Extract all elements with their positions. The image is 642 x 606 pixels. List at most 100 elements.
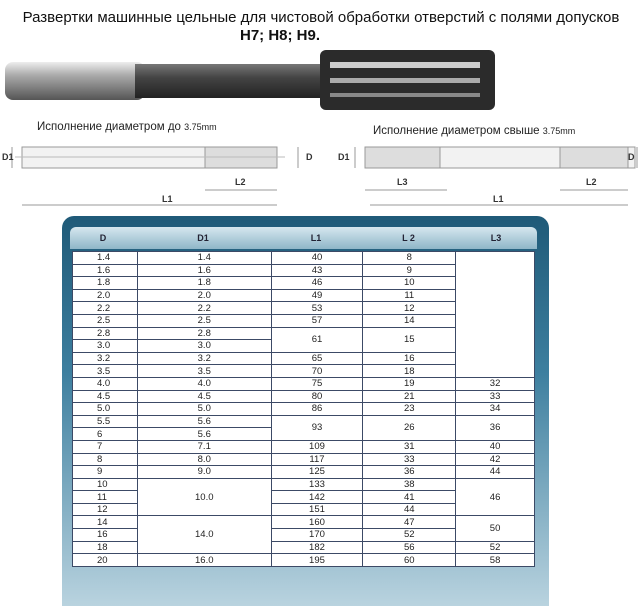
- table-row: 3.2 3.2 65 16: [72, 351, 535, 366]
- label-d-right: D: [628, 152, 635, 162]
- table-cell: 26: [362, 414, 457, 441]
- table-row: 10 10.0 133 38 46: [72, 477, 535, 517]
- label-l3-right: L3: [397, 177, 408, 187]
- table-cell: 133: [270, 477, 364, 492]
- table-row: 9 9.0 125 36 44: [72, 465, 535, 479]
- table-cell: 6: [72, 427, 138, 441]
- table-cell: 2.8: [136, 326, 272, 341]
- header-d1: D1: [197, 233, 209, 243]
- table-cell: 7.1: [136, 439, 272, 454]
- table-cell: 151: [270, 502, 364, 517]
- table-cell: 1.4: [72, 251, 138, 265]
- table-row: 2.0 2.0 49 11: [72, 288, 535, 303]
- table-cell: 3.2: [72, 351, 138, 366]
- table-cell: 5.0: [72, 402, 138, 416]
- table-header: D D1 L1 L 2 L3: [70, 227, 537, 249]
- table-row: 5.0 5.0 86 23 34: [72, 402, 535, 416]
- table-row: 8 8.0 117 33 42: [72, 452, 535, 467]
- table-cell: 3.0: [136, 339, 272, 353]
- table-cell: 5.5: [72, 414, 138, 429]
- table-cell: 2.2: [136, 301, 272, 315]
- table-row: 16 170 52: [72, 528, 535, 542]
- table-cell: 9: [362, 263, 457, 278]
- table-cell: 18: [362, 364, 457, 378]
- table-cell: 11: [72, 490, 138, 504]
- header-l2: L 2: [402, 233, 415, 243]
- table-cell: 10: [362, 276, 457, 290]
- label-l2-left: L2: [235, 177, 246, 187]
- table-row: 5.5 5.6 93 26 36: [72, 414, 535, 441]
- table-cell: 1.8: [72, 276, 138, 290]
- table-cell: 4.0: [136, 376, 272, 391]
- table-row: 2.5 2.5 57 14: [72, 313, 535, 328]
- table-cell: 47: [362, 515, 457, 530]
- table-cell: 160: [270, 515, 364, 530]
- table-cell: 117: [270, 452, 364, 467]
- table-cell: 1.6: [136, 263, 272, 278]
- table-cell: 170: [270, 528, 364, 542]
- label-d-left: D: [306, 152, 313, 162]
- table-cell: 3.5: [72, 364, 138, 378]
- table-cell: 80: [270, 389, 364, 404]
- dimensions-table: 1.4 1.4 40 8 1.6 1.6 43 9 1.8 1.8 46 10 2.0 2.0 49 11 2.…: [72, 251, 535, 567]
- table-cell: 8: [72, 452, 138, 467]
- table-cell: 9: [72, 465, 138, 479]
- table-cell: 53: [270, 301, 364, 315]
- table-cell: 2.5: [136, 313, 272, 328]
- table-row: 4.0 4.0 75 19 32: [72, 376, 535, 391]
- table-cell: 14: [362, 313, 457, 328]
- table-cell: 15: [362, 326, 457, 353]
- table-row: 18 182 56 52: [72, 540, 535, 555]
- table-cell: 3.0: [72, 339, 138, 353]
- table-cell: 33: [455, 389, 535, 404]
- table-cell: 49: [270, 288, 364, 303]
- table-cell: 4.0: [72, 376, 138, 391]
- table-cell: 44: [362, 502, 457, 517]
- table-cell: 5.6: [136, 414, 272, 429]
- table-cell: 12: [72, 502, 138, 517]
- table-cell: 8.0: [136, 452, 272, 467]
- table-cell: 20: [72, 553, 138, 567]
- table-cell: 10: [72, 477, 138, 492]
- table-cell: 52: [362, 528, 457, 542]
- table-cell: 58: [455, 553, 535, 567]
- table-row: 3.0 3.0: [72, 339, 535, 353]
- diagram-left-caption: Исполнение диаметром до 3.75mm: [37, 121, 217, 133]
- table-cell: 4.5: [136, 389, 272, 404]
- table-cell: 40: [455, 439, 535, 454]
- table-cell: 1.4: [136, 251, 272, 265]
- table-cell: 18: [72, 540, 138, 555]
- table-cell: 9.0: [136, 465, 272, 479]
- table-cell: 8: [362, 251, 457, 265]
- table-cell: 75: [270, 376, 364, 391]
- table-cell: 46: [455, 477, 535, 517]
- table-row: 6 5.6: [72, 427, 535, 441]
- table-cell: 23: [362, 402, 457, 416]
- table-row: 12 151 44: [72, 502, 535, 517]
- table-cell: 86: [270, 402, 364, 416]
- table-cell: 16: [362, 351, 457, 366]
- table-cell: 1.8: [136, 276, 272, 290]
- table-cell: 3.2: [136, 351, 272, 366]
- table-cell: 61: [270, 326, 364, 353]
- header-d: D: [99, 233, 107, 243]
- table-cell: 57: [270, 313, 364, 328]
- table-cell: 2.0: [72, 288, 138, 303]
- table-cell: 36: [362, 465, 457, 479]
- label-d1-right: D1: [338, 152, 350, 162]
- table-cell: 36: [455, 414, 535, 441]
- table-row: 20 16.0 195 60 58: [72, 553, 535, 567]
- table-cell: 5.0: [136, 402, 272, 416]
- table-cell: 93: [270, 414, 364, 441]
- table-cell: 21: [362, 389, 457, 404]
- label-l2-right: L2: [586, 177, 597, 187]
- table-cell: 2.8: [72, 326, 138, 341]
- table-cell: [455, 251, 535, 378]
- table-cell: 32: [455, 376, 535, 391]
- table-cell: 125: [270, 465, 364, 479]
- table-cell: 60: [362, 553, 457, 567]
- table-cell: 34: [455, 402, 535, 416]
- table-row: 2.8 2.8 61 15: [72, 326, 535, 353]
- table-cell: 7: [72, 439, 138, 454]
- table-cell: 109: [270, 439, 364, 454]
